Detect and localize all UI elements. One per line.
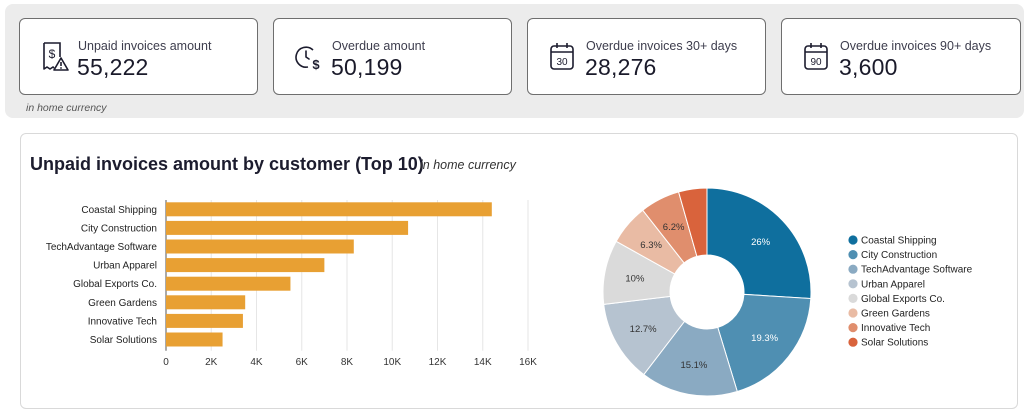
- bar[interactable]: [166, 332, 223, 347]
- x-tick-label: 6K: [296, 357, 309, 368]
- category-label: Coastal Shipping: [81, 205, 157, 216]
- kpi-value: 3,600: [839, 54, 898, 80]
- calendar-30-icon: 30: [548, 41, 578, 73]
- legend-swatch: [848, 264, 858, 274]
- legend-label: Solar Solutions: [861, 338, 928, 349]
- category-label: Global Exports Co.: [73, 279, 157, 290]
- legend-swatch: [848, 293, 858, 303]
- category-label: Green Gardens: [88, 298, 157, 309]
- slice-label: 19.3%: [751, 333, 778, 344]
- svg-text:$: $: [49, 47, 56, 61]
- slice-label: 6.3%: [640, 240, 662, 251]
- legend-label: Green Gardens: [861, 309, 930, 320]
- bar[interactable]: [166, 202, 492, 217]
- category-label: TechAdvantage Software: [46, 242, 158, 253]
- category-label: Urban Apparel: [93, 261, 157, 272]
- clock-dollar-icon: $: [294, 41, 324, 73]
- category-label: Innovative Tech: [88, 316, 157, 327]
- bar[interactable]: [166, 313, 243, 328]
- kpi-value: 55,222: [77, 54, 149, 80]
- chart-subtitle: in home currency: [420, 158, 516, 172]
- legend-swatch: [848, 235, 858, 245]
- kpi-label: Overdue invoices 90+ days: [840, 39, 992, 53]
- legend-label: Global Exports Co.: [861, 294, 945, 305]
- kpi-label: Overdue invoices 30+ days: [586, 39, 738, 53]
- bar[interactable]: [166, 239, 354, 254]
- svg-text:$: $: [312, 57, 320, 72]
- legend-swatch: [848, 308, 858, 318]
- x-tick-label: 4K: [250, 357, 263, 368]
- legend-label: Urban Apparel: [861, 279, 925, 290]
- slice-label: 6.2%: [663, 222, 685, 233]
- kpi-label: Overdue amount: [332, 39, 426, 53]
- legend-label: Coastal Shipping: [861, 236, 937, 247]
- kpi-value: 50,199: [331, 54, 403, 80]
- donut-legend: Coastal Shipping City Construction TechAdv…: [848, 235, 973, 349]
- x-tick-label: 2K: [205, 357, 218, 368]
- legend-swatch: [848, 279, 858, 289]
- bar[interactable]: [166, 276, 291, 291]
- chart-title: Unpaid invoices amount by customer (Top …: [30, 154, 424, 174]
- category-label: City Construction: [81, 223, 157, 234]
- legend-swatch: [848, 250, 858, 260]
- calendar-badge: 30: [556, 57, 568, 68]
- legend-label: City Construction: [861, 250, 937, 261]
- x-tick-label: 16K: [519, 357, 537, 368]
- donut-chart: 26% 19.3% 15.1% 12.7% 10% 6.3%6.2%: [602, 187, 812, 397]
- bar[interactable]: [166, 258, 325, 273]
- donut-slice[interactable]: [717, 293, 812, 393]
- kpi-value: 28,276: [585, 54, 657, 80]
- x-tick-label: 14K: [474, 357, 492, 368]
- kpi-card-overdue-amount: $ Overdue amount 50,199: [273, 18, 512, 95]
- legend-swatch: [848, 337, 858, 347]
- currency-note: in home currency: [26, 102, 107, 114]
- donut-slice[interactable]: [677, 187, 708, 258]
- donut-slice[interactable]: [643, 320, 738, 397]
- legend-label: Innovative Tech: [861, 323, 930, 334]
- donut-slice[interactable]: [706, 187, 812, 300]
- legend-swatch: [848, 323, 858, 333]
- calendar-badge: 90: [810, 57, 822, 68]
- x-tick-label: 12K: [429, 357, 447, 368]
- kpi-label: Unpaid invoices amount: [78, 39, 212, 53]
- bar[interactable]: [166, 295, 246, 310]
- slice-label: 10%: [625, 273, 645, 284]
- slice-label: 12.7%: [630, 324, 657, 335]
- x-tick-label: 10K: [383, 357, 401, 368]
- kpi-card-unpaid-amount: $ Unpaid invoices amount 55,222: [19, 18, 258, 95]
- slice-label: 15.1%: [680, 360, 707, 371]
- invoice-alert-icon: $: [40, 41, 70, 73]
- kpi-card-overdue-90: 90 Overdue invoices 90+ days 3,600: [781, 18, 1021, 95]
- kpi-card-overdue-30: 30 Overdue invoices 30+ days 28,276: [527, 18, 766, 95]
- x-tick-label: 0: [163, 357, 169, 368]
- calendar-90-icon: 90: [802, 41, 832, 73]
- category-label: Solar Solutions: [90, 335, 157, 346]
- slice-label: 26%: [751, 237, 771, 248]
- legend-label: TechAdvantage Software: [861, 265, 973, 276]
- bar-chart: 0 2K 4K 6K 8K 10K 12K 14K 16K Coastal Shipping Cit…: [46, 200, 537, 368]
- x-tick-label: 8K: [341, 357, 354, 368]
- bar[interactable]: [166, 220, 409, 235]
